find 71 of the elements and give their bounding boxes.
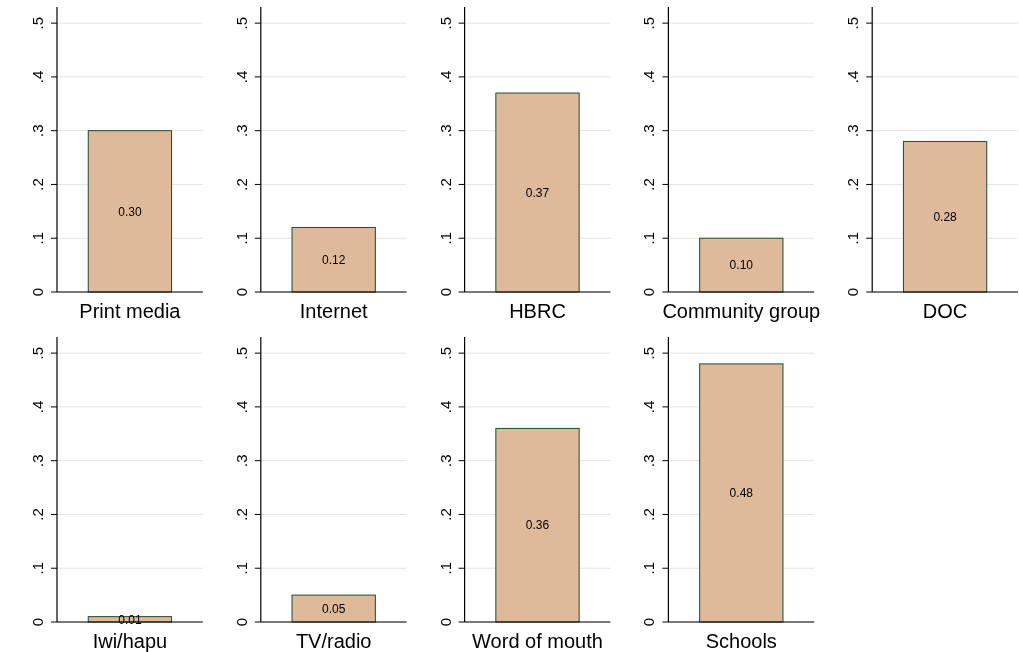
y-tick-label: .5 <box>844 16 862 30</box>
y-tick-label: .1 <box>844 231 862 245</box>
y-tick-label: .4 <box>29 400 46 414</box>
x-tick-label: HBRC <box>509 300 566 322</box>
y-tick-label: .5 <box>29 346 46 360</box>
y-tick-label: .3 <box>232 454 250 467</box>
y-tick-label: .3 <box>436 454 454 467</box>
data-label: 0.05 <box>322 601 346 616</box>
y-tick-label: 0 <box>436 617 454 627</box>
y-tick-label: .5 <box>29 16 46 30</box>
data-label: 0.48 <box>729 486 754 501</box>
x-tick-label: Community group <box>662 300 821 322</box>
y-tick-label: .2 <box>436 508 454 521</box>
y-tick-label: .3 <box>640 124 658 137</box>
x-tick-label: TV/radio <box>295 630 372 652</box>
y-tick-label: .4 <box>436 400 454 414</box>
data-label: 0.30 <box>118 204 142 219</box>
y-tick-label: .4 <box>436 70 454 84</box>
data-label: 0.37 <box>525 185 550 200</box>
y-tick-label: .2 <box>640 508 658 521</box>
y-tick-label: .3 <box>29 124 46 137</box>
x-tick-label: DOC <box>922 300 968 322</box>
y-tick-label: 0 <box>844 287 862 297</box>
y-tick-label: .3 <box>436 124 454 137</box>
y-tick-label: .5 <box>436 346 454 360</box>
x-tick-label: Word of mouth <box>472 630 603 652</box>
y-tick-label: .1 <box>436 561 454 575</box>
y-tick-label: .1 <box>232 231 250 245</box>
y-tick-label: .5 <box>640 346 658 360</box>
data-label: 0.28 <box>933 209 958 224</box>
x-tick-label: Iwi/hapu <box>92 630 168 652</box>
y-tick-label: .3 <box>29 454 46 467</box>
y-tick-label: .5 <box>232 346 250 360</box>
y-tick-label: .4 <box>29 70 46 84</box>
y-tick-label: .4 <box>232 70 250 84</box>
y-tick-label: 0 <box>29 287 46 297</box>
y-tick-label: 0 <box>29 617 46 627</box>
y-tick-label: .4 <box>640 400 658 414</box>
y-tick-label: .3 <box>232 124 250 137</box>
data-label: 0.36 <box>525 518 550 533</box>
y-tick-label: .2 <box>844 178 862 191</box>
y-tick-label: .1 <box>640 561 658 575</box>
y-tick-label: .3 <box>844 124 862 137</box>
y-tick-label: .1 <box>29 231 46 245</box>
y-tick-label: .2 <box>232 508 250 521</box>
y-tick-label: 0 <box>436 287 454 297</box>
y-tick-label: 0 <box>232 287 250 297</box>
y-tick-label: 0 <box>232 617 250 627</box>
data-label: 0.12 <box>322 252 346 267</box>
y-tick-label: 0 <box>640 287 658 297</box>
y-tick-label: .4 <box>640 70 658 84</box>
y-tick-label: .2 <box>232 178 250 191</box>
y-tick-label: .1 <box>436 231 454 245</box>
y-tick-label: .2 <box>29 178 46 191</box>
y-tick-label: .2 <box>640 178 658 191</box>
data-label: 0.10 <box>729 258 754 273</box>
x-tick-label: Internet <box>299 300 369 322</box>
y-tick-label: .1 <box>232 561 250 575</box>
y-tick-label: .4 <box>232 400 250 414</box>
y-tick-label: .5 <box>232 16 250 30</box>
y-tick-label: .2 <box>29 508 46 521</box>
y-tick-label: .5 <box>436 16 454 30</box>
y-tick-label: .4 <box>844 70 862 84</box>
y-tick-label: 0 <box>640 617 658 627</box>
y-tick-label: .1 <box>640 231 658 245</box>
y-tick-label: .5 <box>640 16 658 30</box>
y-tick-label: .1 <box>29 561 46 575</box>
y-tick-label: .2 <box>436 178 454 191</box>
x-tick-label: Schools <box>705 630 777 652</box>
x-tick-label: Print media <box>79 300 182 322</box>
y-tick-label: .3 <box>640 454 658 467</box>
